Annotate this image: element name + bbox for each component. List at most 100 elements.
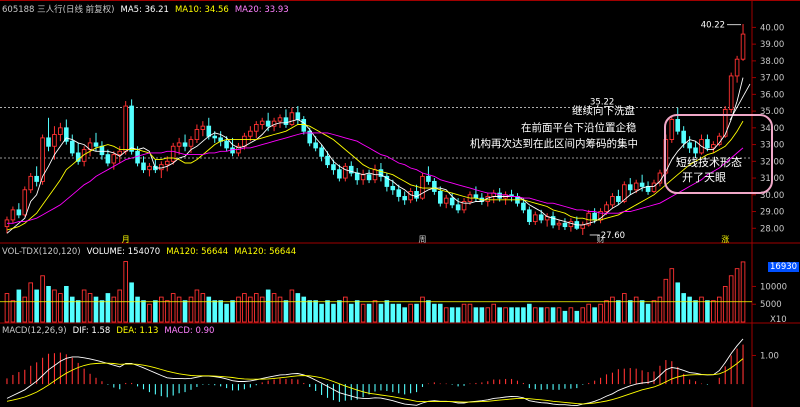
candle-body [693, 147, 698, 154]
volume-bar [562, 310, 568, 323]
candle-body [438, 191, 443, 204]
candle-body [722, 108, 728, 137]
volume-bar [4, 293, 10, 323]
candle-body [176, 142, 182, 147]
volume-bar [242, 293, 247, 323]
volume-bar [461, 303, 467, 323]
candle-body [295, 112, 301, 120]
volume-bar [224, 303, 229, 323]
candle-body [538, 214, 544, 221]
volume-bar [722, 285, 728, 323]
volume-bar [170, 293, 176, 323]
low-price-label: 27.60 [601, 231, 625, 241]
volume-bar [443, 307, 449, 323]
volume-bar [337, 300, 342, 323]
volume-bar [705, 300, 710, 323]
volume-bar [580, 307, 586, 323]
volume-bar [16, 289, 22, 323]
ma10-label: MA10: 34.56 [174, 5, 229, 15]
volume-bar [550, 307, 556, 323]
candle-body [170, 145, 176, 162]
volume-bar [432, 303, 437, 323]
price-tick-label: 28.00 [760, 224, 784, 234]
volume-bar [639, 300, 645, 323]
candle-body [52, 134, 57, 147]
candle-body [34, 175, 39, 182]
ma-line-ma5 [6, 77, 744, 234]
volume-bar [675, 282, 681, 323]
volume-bar [236, 296, 241, 323]
candle-body [384, 175, 390, 187]
price-tick-label: 37.00 [760, 74, 784, 84]
volume-bar [521, 307, 526, 323]
candle-body [212, 135, 218, 139]
volume-bar [479, 307, 485, 323]
candle-body [259, 120, 265, 125]
period-marker: 涨 [721, 234, 729, 244]
price-tick-label: 40.00 [760, 23, 784, 33]
volume-bar [176, 296, 182, 323]
annotation-line-3: 机构再次达到在此区间内筹码的集中 [470, 138, 638, 150]
candle-body [622, 184, 627, 202]
volume-bar [574, 310, 580, 323]
vol-ma120b-label: MA120: 56644 [234, 247, 297, 257]
volume-bar [343, 296, 348, 323]
volume-bar [129, 282, 134, 323]
candle-body [532, 214, 538, 223]
volume-bar [289, 289, 295, 323]
volume-bar [52, 289, 57, 323]
volume-bar [515, 307, 520, 323]
volume-bar [681, 293, 686, 323]
volume-bar [93, 296, 99, 323]
annotation-line-1: 继续向下洗盘 [572, 105, 635, 117]
volume-bar [497, 307, 502, 323]
candle-body [141, 162, 146, 171]
volume-legend: VOL-TDX(120,120) VOLUME: 154070 MA120: 566… [2, 247, 302, 257]
candle-body [432, 180, 437, 192]
candle-body [277, 117, 283, 122]
dea-label: DEA: 1.13 [116, 326, 159, 336]
candle-body [111, 154, 117, 164]
ma20-label: MA20: 33.93 [234, 5, 289, 15]
price-tick-label: 36.00 [760, 90, 784, 100]
volume-bar [123, 261, 128, 323]
candle-body [325, 155, 330, 166]
candle-body [75, 152, 81, 162]
candle-body [651, 182, 657, 192]
candle-body [360, 174, 366, 181]
volume-bar [271, 293, 277, 323]
volume-bar [728, 275, 734, 323]
volume-bar [408, 303, 413, 323]
highlight-box [664, 114, 773, 194]
candle-body [633, 182, 639, 191]
price-tick-label: 29.00 [760, 208, 784, 218]
volume-bar [568, 307, 574, 323]
breakout-pointer [729, 83, 751, 121]
volume-bar [467, 303, 473, 323]
volume-bar [354, 300, 360, 323]
volume-bar [295, 293, 301, 323]
volume-bar [81, 289, 87, 323]
candle-body [248, 130, 253, 137]
volume-bar [420, 296, 425, 323]
macd-dif-line [6, 338, 744, 407]
volume-value-label: VOLUME: 154070 [86, 247, 161, 257]
candle-body [390, 185, 396, 191]
volume-bar [366, 303, 372, 323]
volume-bar [307, 300, 312, 323]
volume-bar [598, 303, 603, 323]
candle-body [580, 224, 586, 229]
volume-bar [253, 293, 259, 323]
highlight-box-label: 短线技术形态 开了天眼 [676, 155, 742, 185]
volume-bar [426, 300, 431, 323]
volume-bar [87, 293, 93, 323]
volume-bar [711, 300, 716, 323]
volume-bar [313, 300, 318, 323]
volume-bar [265, 289, 271, 323]
candle-body [461, 201, 467, 211]
candle-body [64, 127, 69, 142]
volume-bar [64, 285, 69, 323]
volume-bar [384, 300, 390, 323]
candle-body [592, 212, 597, 221]
